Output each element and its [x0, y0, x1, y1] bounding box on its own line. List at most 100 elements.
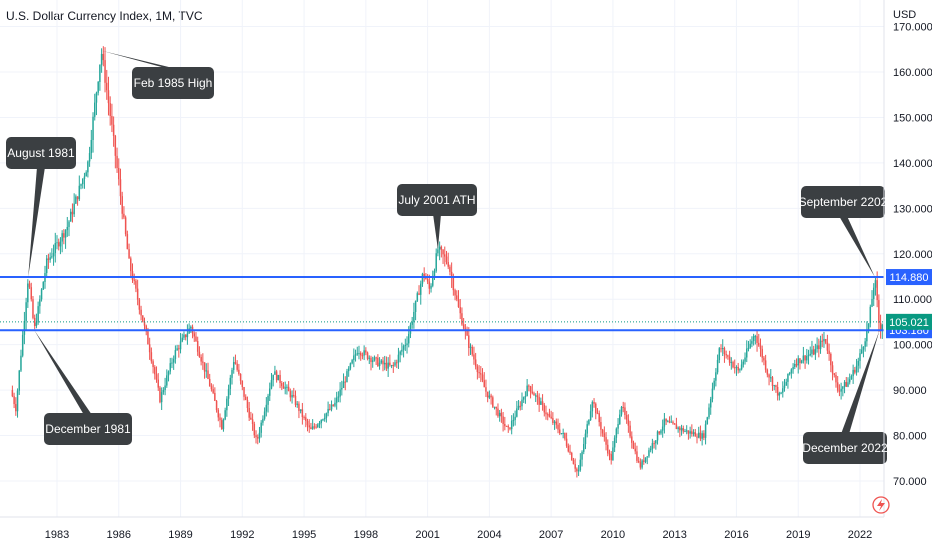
candle-body	[721, 348, 724, 350]
candle-body	[416, 293, 419, 301]
candle-body	[625, 414, 628, 420]
candle-body	[876, 280, 878, 301]
candle-body	[859, 353, 861, 361]
candle-body	[782, 388, 784, 393]
candle-body	[172, 358, 175, 363]
candle-body	[102, 53, 105, 61]
candle-body	[601, 429, 604, 434]
candle-body	[257, 437, 259, 439]
candle-body	[576, 468, 578, 472]
candle-body	[68, 221, 70, 227]
candle-body	[162, 390, 165, 393]
candle-body	[828, 350, 830, 354]
candle-body	[691, 431, 693, 434]
candle-body	[847, 382, 849, 387]
candle-body	[615, 428, 618, 438]
candle-body	[619, 414, 621, 425]
candle-body	[534, 395, 537, 397]
candle-body	[555, 421, 558, 425]
callout-pointer	[839, 216, 875, 278]
candle-body	[305, 417, 307, 422]
candle-body	[739, 369, 741, 371]
candle-body	[663, 418, 666, 427]
candle-body	[154, 367, 156, 375]
candle-body	[631, 436, 633, 443]
candle-body	[88, 153, 91, 162]
candle-body	[775, 385, 777, 387]
candle-body	[552, 418, 554, 423]
candle-body	[644, 457, 647, 462]
candle-body	[740, 364, 743, 370]
candle-body	[255, 435, 257, 438]
candle-body	[879, 322, 882, 331]
candle-body	[672, 421, 674, 424]
candle-body	[287, 386, 290, 392]
candle-body	[80, 184, 82, 186]
candle-body	[157, 379, 159, 388]
candle-body	[613, 437, 616, 448]
candle-body	[413, 311, 415, 322]
candle-body	[193, 333, 196, 337]
candle-body	[867, 323, 870, 330]
candle-body	[497, 408, 499, 417]
candle-body	[763, 357, 765, 361]
candle-body	[857, 360, 860, 366]
candle-body	[260, 422, 262, 433]
candle-body	[778, 393, 781, 396]
candle-body	[402, 346, 405, 350]
candle-body	[16, 390, 19, 412]
candle-body	[802, 355, 805, 361]
candle-body	[634, 448, 636, 452]
candle-body	[394, 362, 396, 366]
candle-body	[577, 470, 580, 472]
x-tick-label: 1983	[45, 529, 69, 541]
candle-body	[253, 423, 256, 436]
candle-body	[224, 410, 226, 420]
candle-body	[250, 417, 252, 420]
candle-body	[236, 363, 238, 370]
candle-body	[45, 258, 48, 274]
candle-body	[159, 387, 161, 403]
candle-body	[505, 425, 508, 427]
callout-label: December 2022	[802, 441, 888, 455]
candle-body	[27, 283, 29, 303]
candle-body	[344, 381, 347, 383]
candle-body	[208, 378, 211, 387]
candle-body	[524, 395, 527, 398]
callout-label: December 1981	[45, 422, 131, 436]
candle-body	[325, 413, 328, 418]
candle-body	[380, 360, 383, 363]
candle-body	[871, 299, 873, 307]
candle-body	[123, 213, 125, 218]
candle-body	[752, 336, 755, 342]
candle-body	[725, 354, 727, 356]
candle-body	[655, 440, 657, 444]
candle-body	[543, 404, 546, 413]
lightning-icon[interactable]	[872, 496, 890, 514]
candle-body	[668, 421, 671, 423]
candle-body	[823, 338, 825, 342]
candle-body	[30, 287, 33, 300]
candle-body	[612, 447, 614, 461]
candle-body	[583, 444, 585, 452]
candle-body	[155, 374, 158, 380]
candle-body	[83, 176, 86, 179]
candle-body	[471, 346, 473, 355]
candle-body	[711, 388, 714, 399]
candle-body	[799, 358, 801, 364]
candle-body	[560, 433, 563, 435]
y-axis: 70.000 80.000 90.000 100.000 110.000 120.000 1…	[883, 0, 932, 517]
candle-body	[52, 253, 55, 257]
candle-body	[174, 350, 177, 359]
candle-body	[538, 397, 540, 405]
candle-body	[207, 370, 209, 379]
candle-body	[145, 325, 147, 332]
candle-body	[579, 459, 582, 471]
candle-body	[787, 373, 789, 382]
candle-body	[452, 277, 455, 291]
candle-body	[617, 424, 619, 429]
candle-body	[251, 419, 254, 424]
candle-body	[200, 356, 202, 362]
